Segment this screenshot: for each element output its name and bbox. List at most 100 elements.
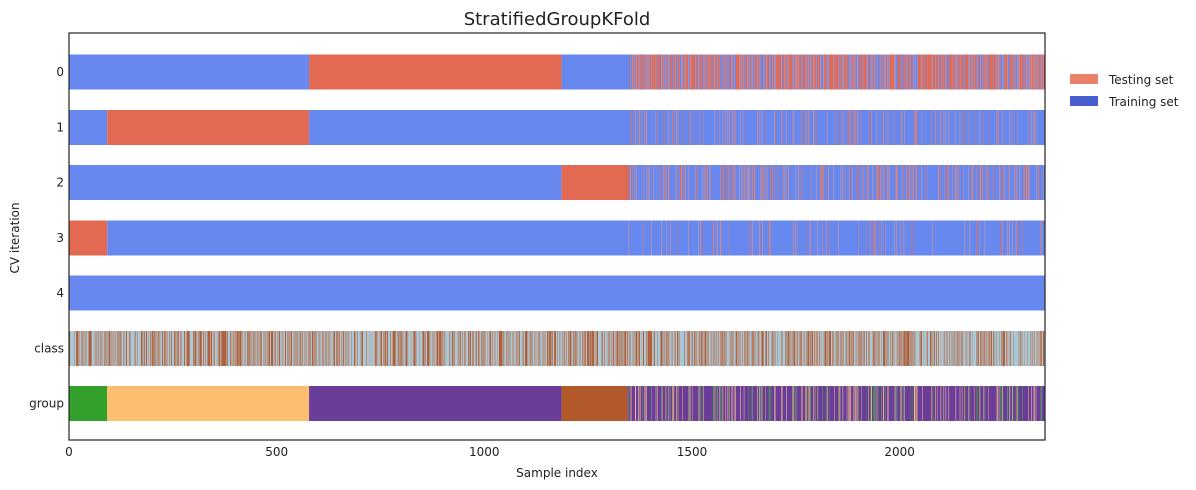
cv-row-3-segment — [878, 220, 882, 256]
cv-row-2-segment — [1036, 165, 1037, 200]
class-row-segment — [927, 331, 930, 366]
class-row-segment — [314, 331, 316, 366]
class-row-segment — [842, 331, 844, 366]
group-row-segment — [826, 386, 828, 421]
group-row-segment — [900, 386, 902, 421]
class-row-segment — [789, 331, 791, 366]
class-row-segment — [684, 331, 687, 366]
class-row-segment — [392, 331, 393, 366]
cv-row-0-segment — [857, 54, 858, 90]
group-row-segment — [897, 386, 901, 421]
class-row-segment — [1008, 331, 1010, 366]
class-row-segment — [315, 331, 316, 366]
class-row-segment — [835, 331, 837, 366]
class-row-segment — [213, 331, 214, 366]
group-row-segment — [834, 386, 839, 421]
class-row-segment — [933, 331, 935, 366]
class-row-segment — [638, 331, 639, 366]
cv-row-2-segment — [703, 165, 705, 200]
cv-row-2-segment — [887, 165, 889, 200]
cv-row-0-segment — [970, 54, 972, 90]
cv-row-0-segment — [842, 54, 844, 90]
class-row-segment — [924, 331, 927, 366]
class-row-segment — [951, 331, 953, 366]
class-row-segment — [91, 331, 95, 366]
cv-row-2-segment — [896, 165, 898, 200]
class-row-segment — [357, 331, 361, 366]
cv-row-3-segment — [713, 220, 714, 256]
class-row-segment — [401, 331, 403, 366]
cv-row-0-segment — [664, 54, 666, 90]
cv-row-1-segment — [644, 110, 646, 145]
cv-row-3-segment — [809, 220, 811, 256]
class-row-segment — [911, 331, 913, 366]
cv-row-0-segment — [642, 54, 644, 90]
cv-row-1-segment — [782, 110, 787, 145]
class-row-segment — [100, 331, 102, 366]
cv-row-2-segment — [946, 165, 949, 200]
group-row-segment — [917, 386, 919, 421]
class-row-segment — [213, 331, 215, 366]
cv-row-1-segment — [774, 110, 776, 145]
cv-row-0-segment — [764, 54, 765, 90]
class-row-segment — [479, 331, 480, 366]
class-row-segment — [698, 331, 700, 366]
cv-row-0-segment — [863, 54, 866, 90]
class-row-segment — [504, 331, 506, 366]
cv-row-2-segment — [658, 165, 660, 200]
group-row-segment — [970, 386, 974, 421]
cv-row-2-segment — [948, 165, 953, 200]
class-row-segment — [894, 331, 895, 366]
class-row-segment — [828, 331, 830, 366]
cv-row-0-segment — [1010, 54, 1013, 90]
class-row-segment — [143, 331, 145, 366]
cv-row-2-segment — [978, 165, 980, 200]
cv-row-0-segment — [69, 54, 310, 90]
cv-row-0-segment — [703, 54, 704, 90]
class-row-segment — [214, 331, 216, 366]
cv-row-0-segment — [908, 54, 909, 90]
cv-row-3-segment — [822, 220, 827, 256]
class-row-segment — [348, 331, 349, 366]
class-row-segment — [177, 331, 179, 366]
class-row-segment — [591, 331, 595, 366]
class-row-segment — [230, 331, 232, 366]
cv-row-2-segment — [971, 165, 973, 200]
class-row-segment — [893, 331, 895, 366]
class-row-segment — [111, 331, 112, 366]
cv-row-3-segment — [721, 220, 729, 256]
cv-row-0-segment — [685, 54, 686, 90]
cv-row-0-segment — [852, 54, 854, 90]
class-row-segment — [94, 331, 96, 366]
class-row-segment — [136, 331, 138, 366]
cv-row-2-segment — [1028, 165, 1030, 200]
cv-row-0-segment — [813, 54, 815, 90]
cv-row-0-segment — [721, 54, 723, 90]
cv-row-0-segment — [788, 54, 793, 90]
y-axis-label: CV iteration — [8, 202, 22, 273]
cv-row-3-segment — [629, 220, 643, 256]
class-row-segment — [254, 331, 256, 366]
class-row-segment — [831, 331, 833, 366]
class-row-segment — [262, 331, 264, 366]
group-row-segment — [912, 386, 915, 421]
class-row-segment — [780, 331, 782, 366]
class-row-segment — [637, 331, 638, 366]
class-row-segment — [765, 331, 766, 366]
y-tick-label: 1 — [56, 121, 64, 135]
group-row-segment — [900, 386, 902, 421]
cv-row-2-segment — [1026, 165, 1028, 200]
class-row-segment — [309, 331, 311, 366]
cv-row-1-segment — [673, 110, 675, 145]
cv-row-0-segment — [751, 54, 753, 90]
group-row-segment — [1015, 386, 1017, 421]
group-row-segment — [662, 386, 664, 421]
cv-row-3-segment — [700, 220, 702, 256]
cv-row-0-segment — [1034, 54, 1036, 90]
cv-row-1-segment — [786, 110, 787, 145]
group-row-segment — [839, 386, 840, 421]
group-row-segment — [985, 386, 989, 421]
cv-row-0-segment — [794, 54, 796, 90]
cv-row-0-segment — [809, 54, 810, 90]
class-row-segment — [174, 331, 176, 366]
